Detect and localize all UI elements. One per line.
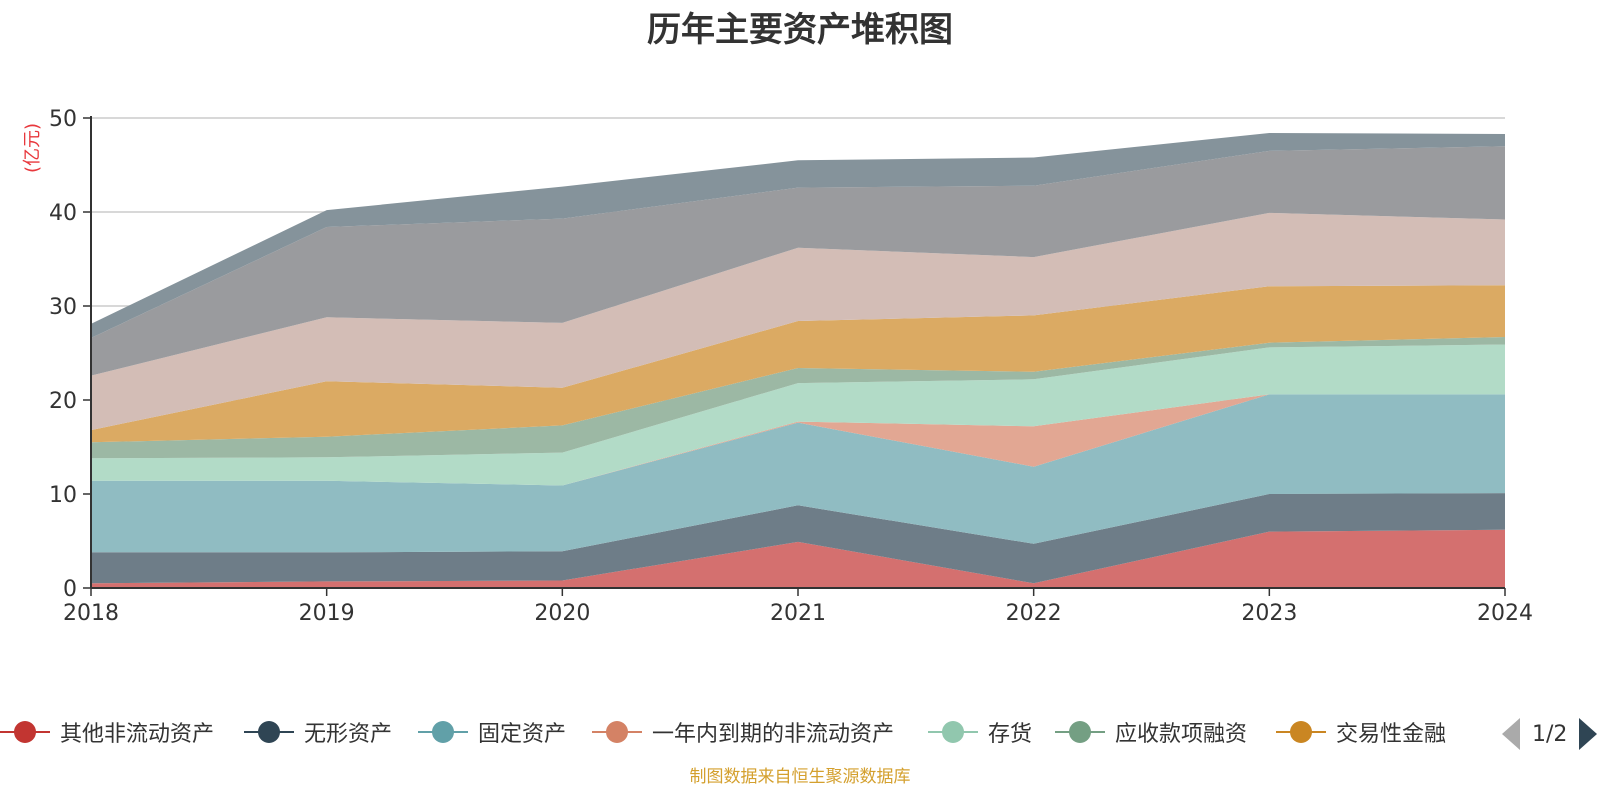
x-tick-label-2019: 2019 <box>299 601 355 626</box>
x-tick-label-2021: 2021 <box>770 601 826 626</box>
area-series-5 <box>91 337 1505 459</box>
legend-label: 交易性金融 <box>1336 722 1447 747</box>
y-axis-unit-label: (亿元) <box>22 123 43 173</box>
legend-item[interactable]: 应收款项融资 <box>1055 712 1247 752</box>
area-series <box>91 133 1505 588</box>
legend-label: 应收款项融资 <box>1115 722 1248 747</box>
legend-label: 无形资产 <box>304 722 393 747</box>
area-series-2 <box>91 394 1505 553</box>
legend-marker-icon <box>0 712 50 752</box>
legend: 其他非流动资产 无形资产 固定资产 一年内到期的非流动资产 存货 应收款项融资 交易性金融 <box>0 712 1600 752</box>
x-tick-label-2024: 2024 <box>1477 601 1533 626</box>
x-tick-label-2023: 2023 <box>1241 601 1297 626</box>
data-source-note: 制图数据来自恒生聚源数据库 <box>689 767 911 787</box>
area-series-6 <box>91 285 1505 443</box>
area-series-3 <box>91 394 1505 486</box>
y-tick-label-40: 40 <box>49 201 77 226</box>
legend-prev-page-icon[interactable] <box>1502 718 1520 750</box>
legend-marker-icon <box>1055 712 1105 752</box>
y-tick-label-10: 10 <box>49 483 77 508</box>
legend-marker-icon <box>928 712 978 752</box>
y-tick-label-0: 0 <box>63 577 77 602</box>
legend-marker-icon <box>244 712 294 752</box>
legend-item[interactable]: 固定资产 <box>418 712 566 752</box>
x-tick-label-2022: 2022 <box>1006 601 1062 626</box>
legend-label: 固定资产 <box>478 722 567 747</box>
legend-item[interactable]: 无形资产 <box>244 712 392 752</box>
area-series-4 <box>91 344 1505 486</box>
legend-item[interactable]: 交易性金融 <box>1276 712 1446 752</box>
legend-label: 存货 <box>988 722 1033 747</box>
area-series-8 <box>91 146 1505 376</box>
legend-marker-icon <box>1276 712 1326 752</box>
y-tick-label-50: 50 <box>49 107 77 132</box>
y-tick-label-20: 20 <box>49 389 77 414</box>
axes: 0 10 20 30 40 50 2018 2019 2020 2021 2022 2023 2024 <box>49 107 1533 626</box>
legend-item[interactable]: 其他非流动资产 <box>0 712 214 752</box>
legend-item[interactable]: 一年内到期的非流动资产 <box>592 712 894 752</box>
legend-next-page-icon[interactable] <box>1579 718 1598 750</box>
stacked-area-chart: 0 10 20 30 40 50 2018 2019 2020 2021 2022 2023 2024 <box>49 107 1533 626</box>
y-tick-label-30: 30 <box>49 295 77 320</box>
y-axis-unit-text: (亿元) <box>22 123 43 173</box>
legend-marker-icon <box>418 712 468 752</box>
legend-marker-icon <box>592 712 642 752</box>
x-tick-label-2018: 2018 <box>63 601 119 626</box>
legend-page-indicator: 1/2 <box>1532 721 1568 747</box>
legend-pager: 1/2 <box>1502 718 1598 750</box>
chart-title: 历年主要资产堆积图 <box>647 10 953 50</box>
x-tick-label-2020: 2020 <box>534 601 590 626</box>
legend-item[interactable]: 存货 <box>928 712 1032 752</box>
legend-label: 其他非流动资产 <box>60 722 215 747</box>
legend-label: 一年内到期的非流动资产 <box>652 722 895 747</box>
area-series-1 <box>91 493 1505 584</box>
area-series-7 <box>91 212 1505 431</box>
area-series-9 <box>91 133 1505 338</box>
area-series-0 <box>91 529 1505 588</box>
